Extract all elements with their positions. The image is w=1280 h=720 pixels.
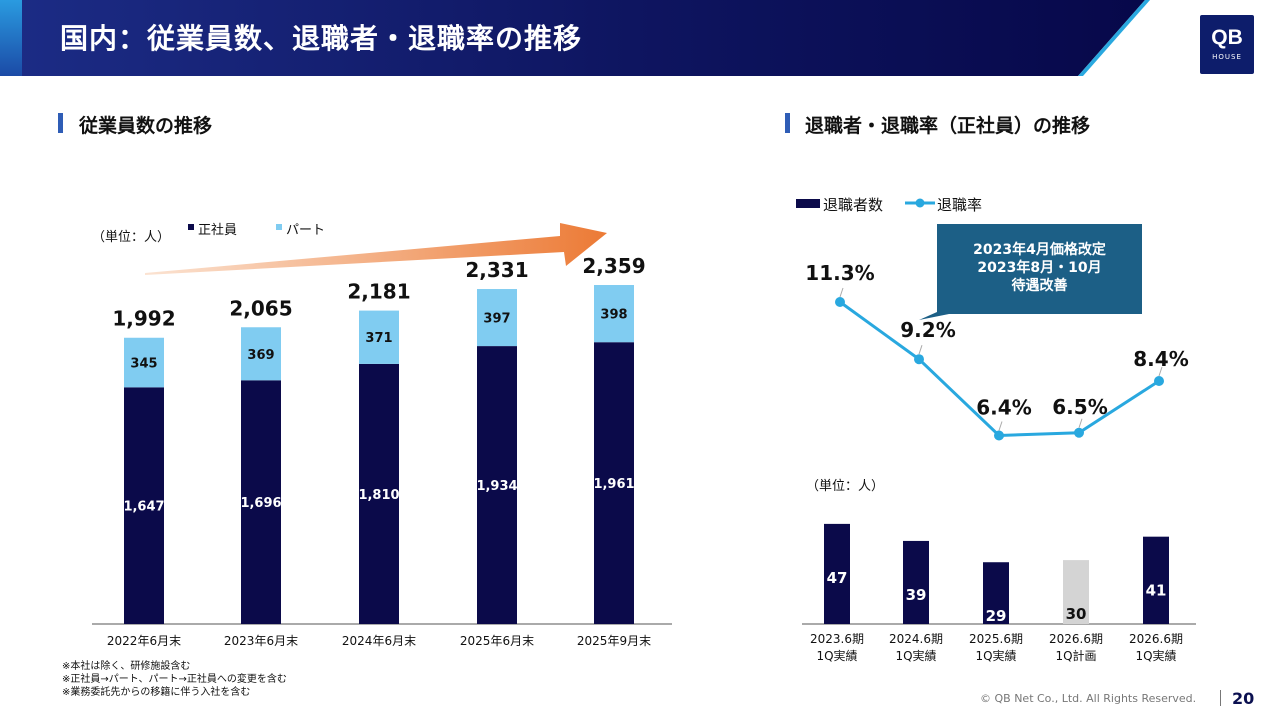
page-number: 20 xyxy=(1232,689,1255,708)
bar-fulltime xyxy=(359,363,399,624)
bar-label-parttime: 371 xyxy=(365,331,392,346)
callout-line-3: 待遇改善 xyxy=(1011,278,1068,294)
bar-total-label: 2,331 xyxy=(465,258,528,282)
bar-retirees xyxy=(903,540,929,624)
bar-retirees xyxy=(1143,536,1169,624)
bar-fulltime xyxy=(241,380,281,624)
x-tick-label: 2023年6月末 xyxy=(224,634,298,648)
callout-line-1: 2023年4月価格改定 xyxy=(973,242,1106,258)
bar-total-label: 2,065 xyxy=(229,296,292,320)
bar-retirees xyxy=(824,523,850,624)
rate-point xyxy=(1074,427,1084,438)
rate-leader-line xyxy=(1078,418,1083,428)
logo-text: QB xyxy=(1211,26,1243,49)
rate-leader-line xyxy=(839,287,844,298)
unit-label-left: （単位：人） xyxy=(92,230,171,245)
legend-swatch-retirees xyxy=(796,199,820,208)
bar-label-parttime: 398 xyxy=(600,308,627,323)
footnote-1: ※本社は除く、研修施設含む xyxy=(62,661,191,672)
bar-parttime xyxy=(594,285,634,343)
bar-fulltime xyxy=(124,387,164,624)
rate-leader-line xyxy=(998,421,1003,431)
section-marker-right xyxy=(785,113,790,133)
bar-label-parttime: 369 xyxy=(247,348,274,363)
company-logo: QB HOUSE xyxy=(1200,15,1254,74)
x-tick-sublabel: 1Q実績 xyxy=(895,648,936,663)
employee-stacked-bar-chart: 1,647 345 1,992 2022年6月末 1,696 369 2,065 2023年6… xyxy=(92,223,672,648)
x-tick-label: 2025.6期 xyxy=(969,632,1023,646)
bar-parttime xyxy=(241,327,281,381)
rate-point xyxy=(1154,376,1164,386)
x-tick-label: 2025年9月末 xyxy=(577,634,651,648)
rate-point xyxy=(994,430,1004,441)
legend-swatch-rate xyxy=(905,198,935,208)
legend-label-fulltime: 正社員 xyxy=(198,223,238,238)
rate-point xyxy=(914,354,924,365)
bar-value-label: 30 xyxy=(1066,605,1087,623)
bar-total-label: 2,359 xyxy=(582,254,645,278)
bar-parttime xyxy=(124,337,164,388)
x-tick-sublabel: 1Q実績 xyxy=(816,648,857,663)
footnote-2: ※正社員→パート、パート→正社員への変更を含む xyxy=(62,674,287,685)
x-tick-label: 2022年6月末 xyxy=(107,634,181,648)
footnotes: ※本社は除く、研修施設含む ※正社員→パート、パート→正社員への変更を含む ※業… xyxy=(62,660,287,699)
header-background xyxy=(0,0,1150,76)
bar-retirees-plan xyxy=(1063,560,1089,624)
footnote-3: ※業務委託先からの移籍に伴う入社を含む xyxy=(62,687,251,698)
rate-label: 8.4% xyxy=(1133,347,1188,371)
bar-value-label: 47 xyxy=(827,569,848,587)
logo-subtext: HOUSE xyxy=(1212,53,1242,61)
footer-divider xyxy=(1220,690,1221,706)
x-tick-label: 2024年6月末 xyxy=(342,634,416,648)
x-tick-label: 2024.6期 xyxy=(889,632,943,646)
legend-label-retirees: 退職者数 xyxy=(823,196,884,214)
bar-fulltime xyxy=(594,342,634,624)
rate-label: 6.4% xyxy=(976,395,1031,419)
turnover-combo-chart: 47 2023.6期 1Q実績 39 2024.6期 1Q実績 29 2025.6期 1Q実績 3… xyxy=(802,261,1196,663)
copyright: © QB Net Co., Ltd. All Rights Reserved. xyxy=(980,692,1197,705)
page-title: 国内：従業員数、退職者・退職率の推移 xyxy=(60,22,583,55)
callout-line-2: 2023年8月・10月 xyxy=(977,260,1102,276)
bar-parttime xyxy=(359,310,399,364)
bar-label-fulltime: 1,810 xyxy=(358,488,399,503)
growth-arrow xyxy=(145,223,607,275)
x-tick-label: 2026.6期 xyxy=(1129,632,1183,646)
bar-fulltime xyxy=(477,346,517,624)
bar-label-fulltime: 1,934 xyxy=(476,479,517,494)
rate-leader-line xyxy=(918,345,923,355)
bar-value-label: 29 xyxy=(986,607,1007,625)
header-banner: 国内：従業員数、退職者・退職率の推移 QB HOUSE xyxy=(0,0,1280,76)
bar-label-parttime: 345 xyxy=(130,357,157,372)
x-tick-sublabel: 1Q計画 xyxy=(1055,648,1096,663)
rate-leader-line xyxy=(1158,366,1163,377)
x-tick-label: 2025年6月末 xyxy=(460,634,534,648)
rate-point xyxy=(835,297,845,308)
x-tick-sublabel: 1Q実績 xyxy=(975,648,1016,663)
legend-swatch-parttime xyxy=(276,224,282,230)
bar-label-fulltime: 1,961 xyxy=(593,477,634,492)
rate-label: 9.2% xyxy=(900,318,955,342)
unit-label-right: （単位：人） xyxy=(806,479,885,494)
bar-value-label: 39 xyxy=(906,586,927,604)
bar-retirees xyxy=(983,562,1009,624)
section-title-employees: 従業員数の推移 xyxy=(79,115,213,137)
section-marker-left xyxy=(58,113,63,133)
bar-label-fulltime: 1,696 xyxy=(240,496,281,511)
x-tick-label: 2023.6期 xyxy=(810,632,864,646)
bar-total-label: 2,181 xyxy=(347,280,410,304)
rate-label: 6.5% xyxy=(1052,395,1107,419)
bar-parttime xyxy=(477,289,517,347)
rate-label: 11.3% xyxy=(805,261,874,285)
bar-value-label: 41 xyxy=(1146,582,1167,600)
section-title-turnover: 退職者・退職率（正社員）の推移 xyxy=(805,115,1091,137)
legend-label-parttime: パート xyxy=(286,223,326,238)
x-tick-sublabel: 1Q実績 xyxy=(1135,648,1176,663)
bar-label-fulltime: 1,647 xyxy=(123,500,164,515)
price-revision-callout: 2023年4月価格改定 2023年8月・10月 待遇改善 xyxy=(919,224,1142,320)
legend-label-rate: 退職率 xyxy=(937,196,983,214)
bar-label-parttime: 397 xyxy=(483,312,510,327)
legend-swatch-fulltime xyxy=(188,224,194,230)
bar-total-label: 1,992 xyxy=(112,307,175,331)
x-tick-label: 2026.6期 xyxy=(1049,632,1103,646)
